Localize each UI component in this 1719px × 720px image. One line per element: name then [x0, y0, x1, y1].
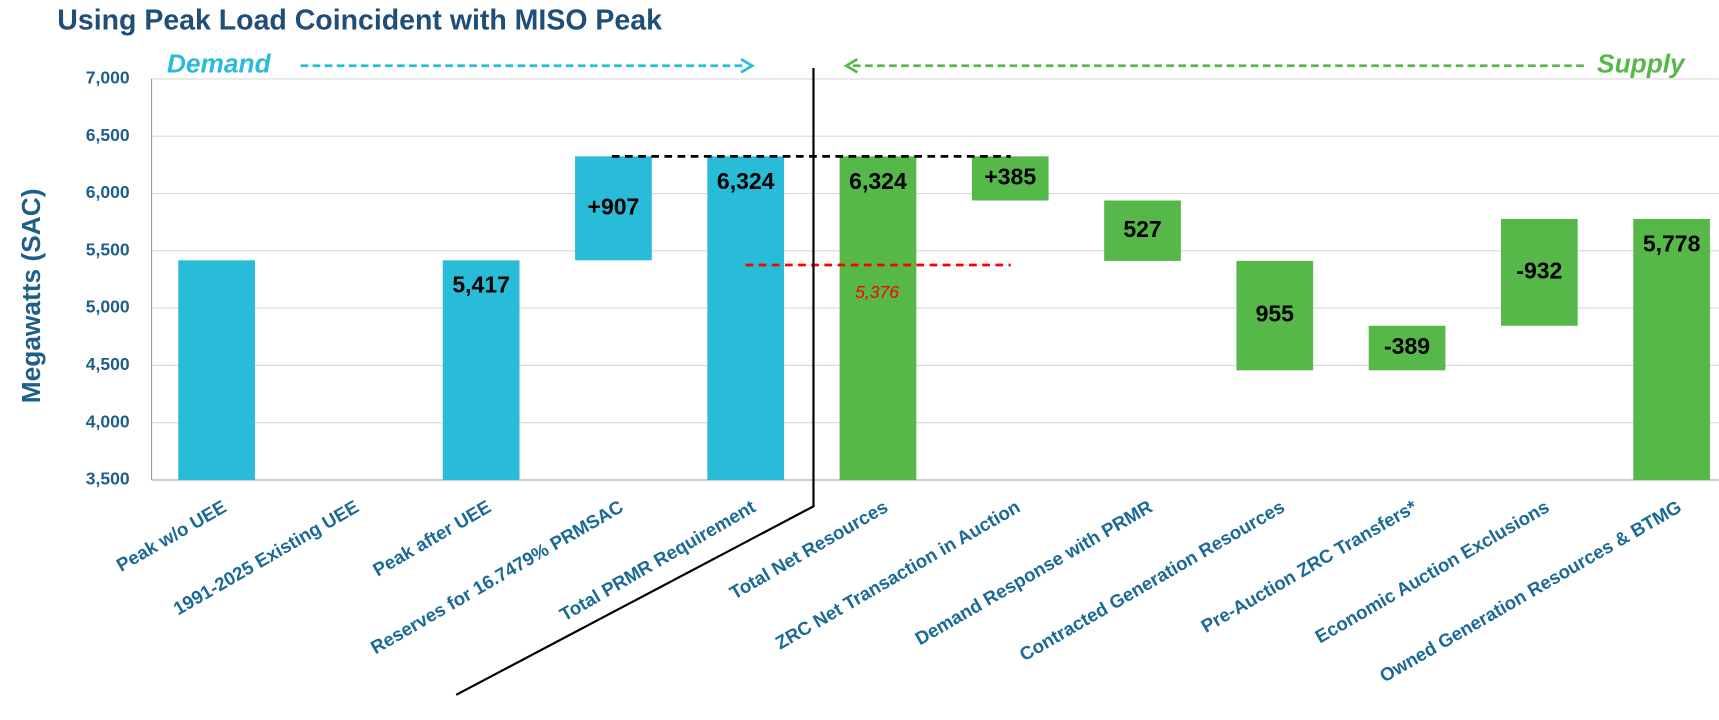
bar: [575, 156, 652, 261]
value-label: +385: [984, 164, 1036, 190]
y-tick-label: 7,000: [86, 68, 130, 88]
value-label: +907: [588, 193, 640, 219]
x-tick-label: Peak after UEE: [369, 496, 494, 580]
value-label: 5,778: [1643, 230, 1701, 256]
grid: 3,500 4,000 4,500 5,000 5,500 6,000 6,500 7,000: [86, 68, 1719, 489]
value-label: 955: [1256, 301, 1295, 327]
bar: [971, 156, 1049, 201]
x-tick-label: Economic Auction Exclusions: [1311, 496, 1552, 647]
bar: [1633, 218, 1710, 480]
x-tick-label: Reserves for 16.7479% PRMSAC: [367, 496, 627, 658]
y-tick-label: 3,500: [86, 469, 130, 489]
bar: [1368, 325, 1446, 371]
value-label: 5,417: [452, 272, 510, 298]
y-tick-label: 6,000: [86, 182, 130, 202]
demand-label: Demand: [167, 49, 272, 79]
demand-arrowhead: [740, 58, 755, 74]
supply-arrowhead: [843, 58, 859, 74]
x-tick-label: Peak w/o UEE: [113, 496, 230, 576]
x-tick-label: Demand Response with PRMR: [911, 496, 1156, 650]
bar: [839, 156, 917, 480]
bar: [442, 260, 520, 480]
y-tick-label: 5,000: [86, 297, 130, 317]
y-tick-label: 5,500: [86, 239, 130, 259]
y-tick-label: 6,500: [86, 125, 130, 145]
chart-title: Using Peak Load Coincident with MISO Pea…: [57, 4, 662, 36]
supply-label: Supply: [1597, 49, 1686, 79]
x-tick-label: ZRC Net Transaction in Auction: [772, 496, 1024, 654]
bar: [1104, 200, 1181, 261]
y-axis-title: Megawatts (SAC): [16, 188, 46, 403]
value-label: -389: [1384, 333, 1430, 359]
y-tick-label: 4,000: [86, 411, 130, 431]
bar: [178, 260, 255, 480]
divider: [455, 67, 815, 696]
value-label: -932: [1516, 257, 1562, 283]
bar: [707, 156, 785, 480]
bar: [1500, 218, 1578, 326]
x-tick-label: Contracted Generation Resources: [1016, 496, 1288, 665]
bar: [1236, 260, 1314, 371]
value-label: 527: [1123, 216, 1161, 242]
value-label: 6,324: [849, 168, 907, 194]
reference-label: 5,376: [855, 282, 899, 302]
value-label: 6,324: [717, 168, 775, 194]
y-tick-label: 4,500: [86, 354, 130, 374]
x-tick-label: Pre-Auction ZRC Transfers*: [1197, 495, 1421, 636]
